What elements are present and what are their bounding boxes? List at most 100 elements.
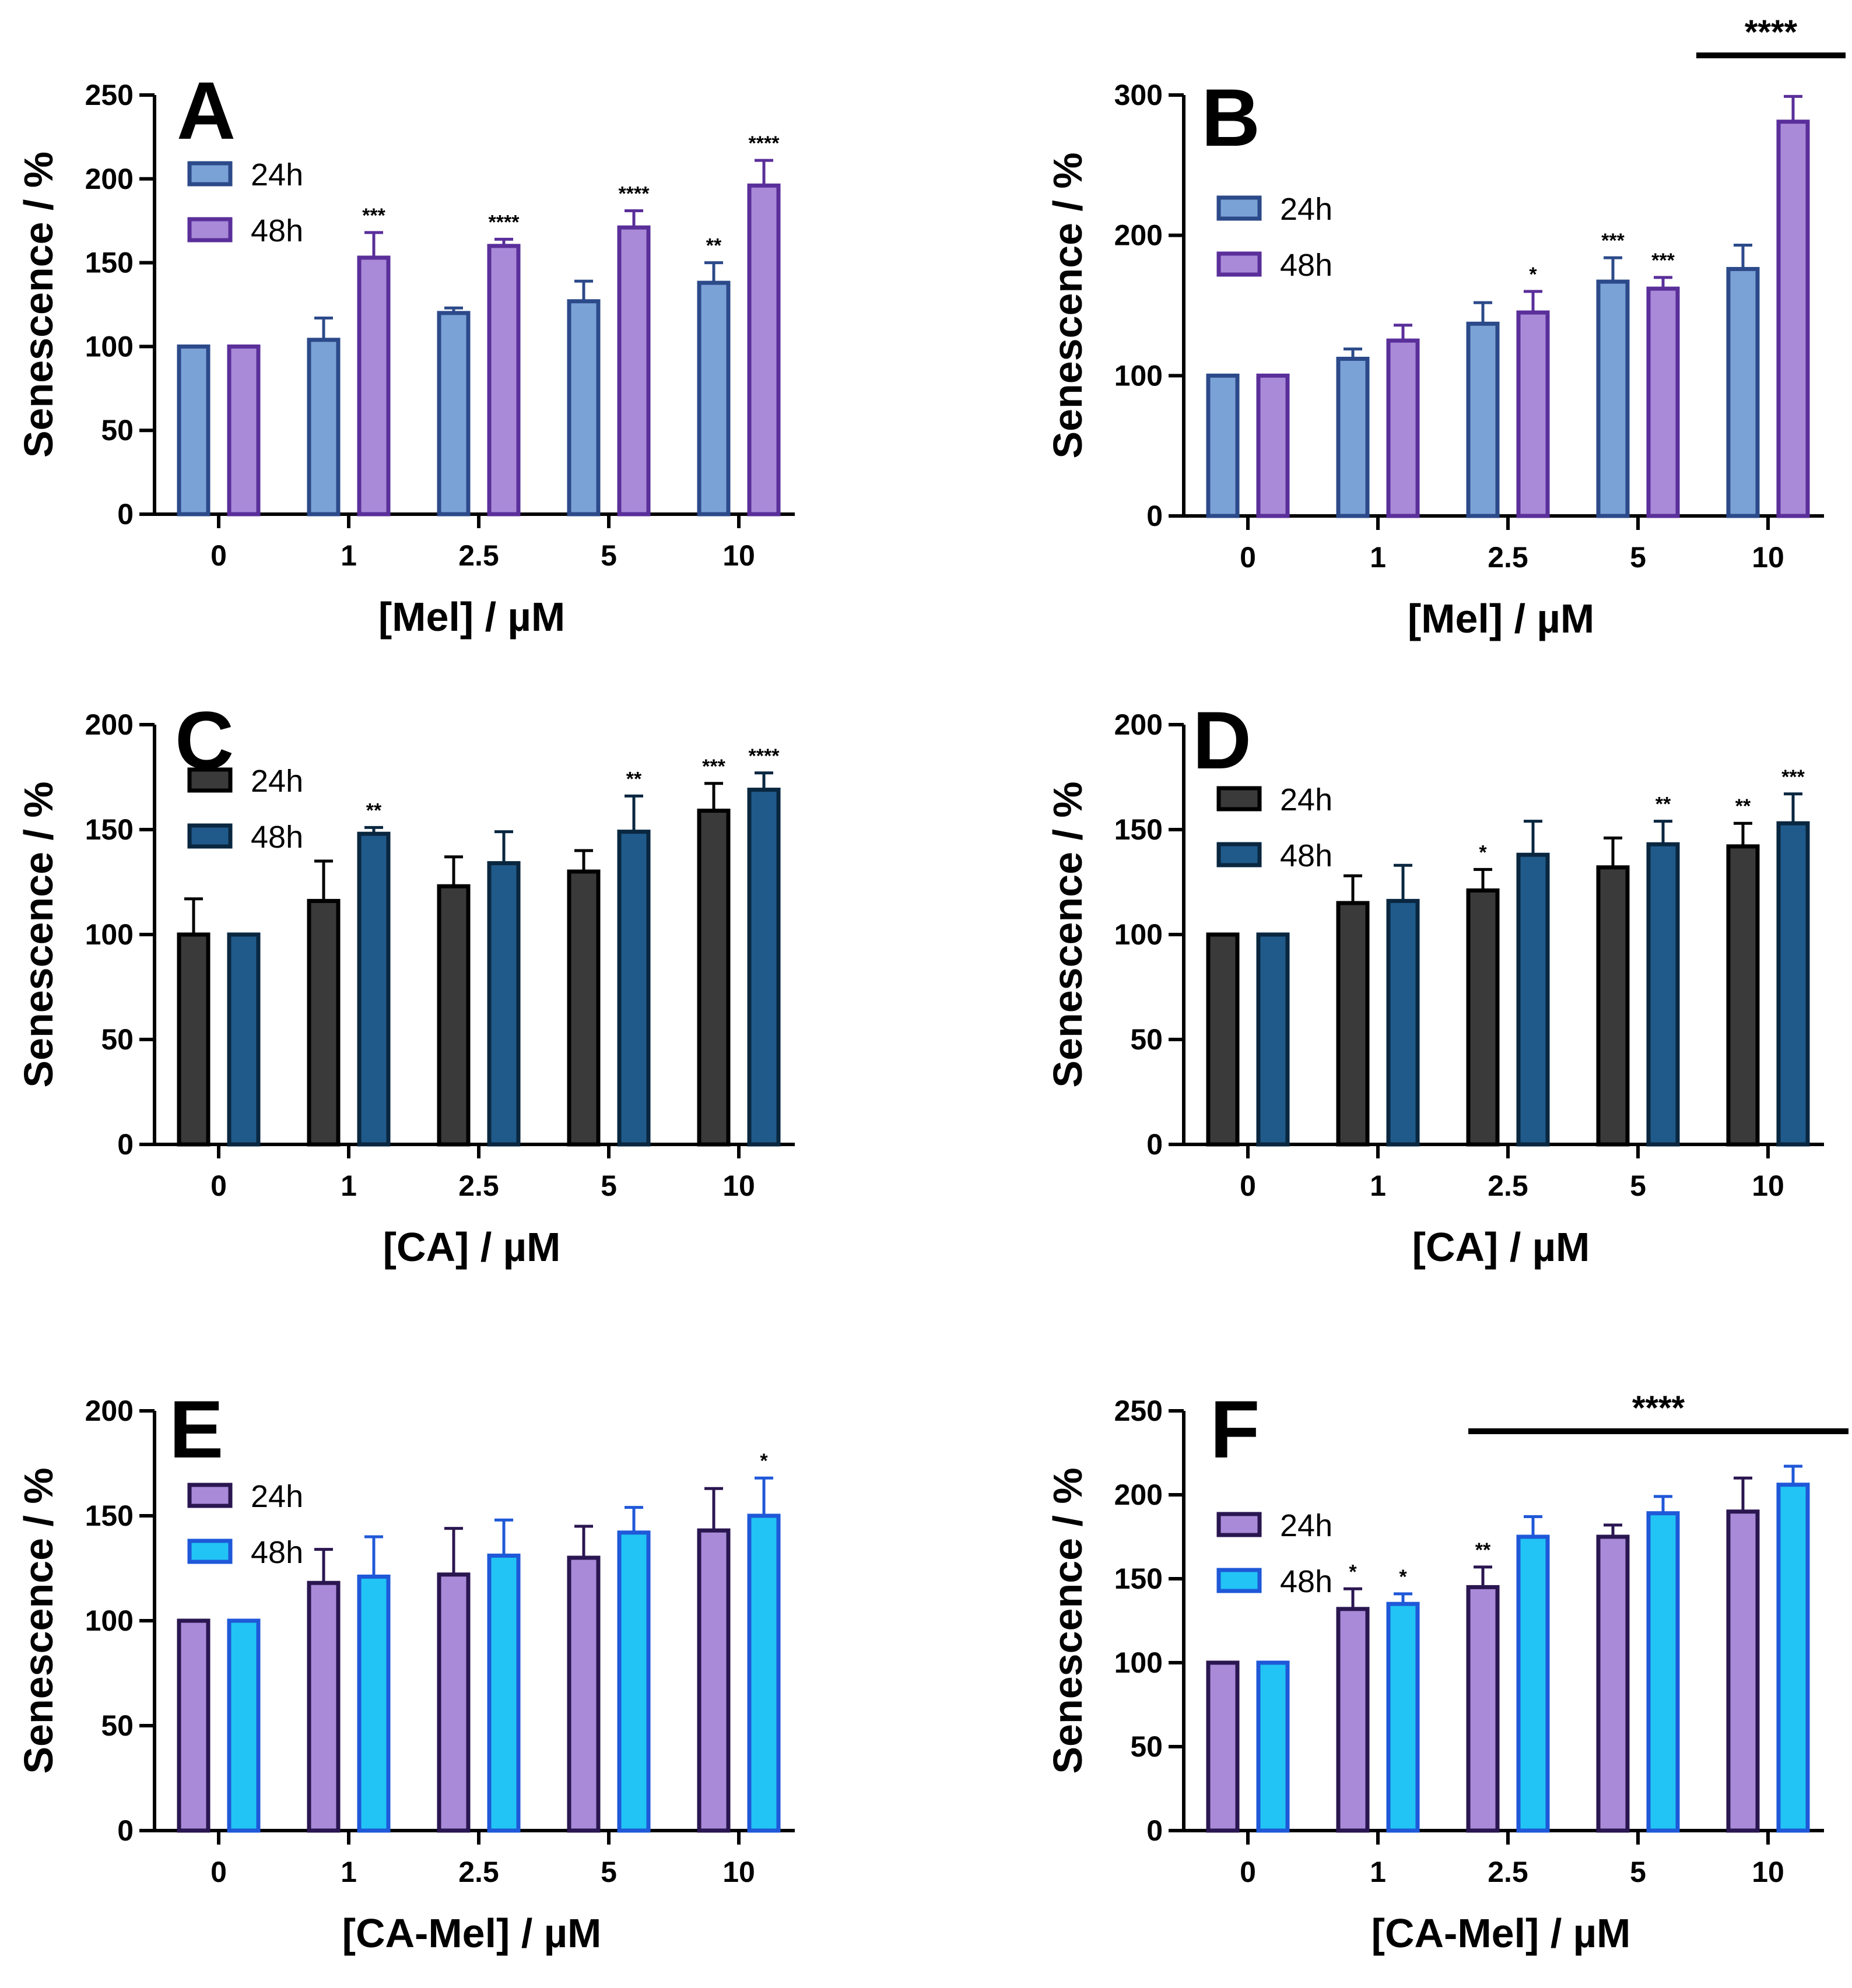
x-tick-label: 2.5 (458, 539, 499, 572)
y-tick-label: 150 (1114, 1562, 1163, 1595)
bar-48h-0 (227, 932, 261, 1147)
y-tick-label: 0 (1146, 1814, 1163, 1847)
x-tick-label: 5 (601, 1856, 617, 1888)
significance-label: * (1349, 1561, 1357, 1583)
bar-24h-1 (307, 338, 341, 517)
bar-24h-2.5 (1466, 321, 1500, 518)
y-tick-label: 50 (1130, 1023, 1163, 1056)
significance-label: *** (362, 205, 385, 227)
significance-label: ** (706, 235, 722, 257)
significance-label: **** (749, 745, 780, 767)
bar-48h-10 (747, 1513, 781, 1833)
legend-swatch-48h (1216, 1568, 1262, 1593)
legend-label: 24h (251, 157, 303, 192)
x-tick-label: 1 (341, 1856, 357, 1888)
significance-label: ** (1475, 1539, 1491, 1561)
bar-24h-2.5 (437, 311, 471, 517)
bar-48h-5 (1646, 842, 1680, 1147)
y-tick-label: 0 (1146, 500, 1163, 532)
x-tick-label: 1 (1370, 541, 1386, 574)
significance-label: **** (489, 211, 520, 233)
significance-label: *** (1781, 766, 1805, 788)
bar-48h-10 (1776, 120, 1810, 518)
y-tick-label: 200 (85, 1395, 134, 1427)
y-tick-label: 150 (85, 813, 134, 846)
legend-swatch-24h (1216, 786, 1262, 812)
bar-24h-5 (567, 299, 601, 517)
legend-swatch-24h (1216, 195, 1262, 221)
x-tick-label: 0 (211, 1856, 227, 1888)
panel-b: B 0 100 200 300 0 1 2.5 5 10 [Mel] / µM Senescence … (1045, 13, 1846, 641)
legend-label: 48h (251, 1535, 303, 1570)
significance-label: ** (366, 799, 382, 821)
bar-48h-5 (617, 830, 651, 1147)
x-tick-label: 1 (1370, 1169, 1386, 1202)
significance-label: * (1479, 841, 1487, 863)
bar-48h-0 (227, 1618, 261, 1833)
y-axis-title: Senescence / % (16, 781, 61, 1087)
significance-label: * (760, 1450, 768, 1472)
y-tick-label: 100 (1114, 1646, 1163, 1679)
bar-24h-0 (177, 344, 211, 517)
panel-letter: D (1192, 694, 1251, 786)
y-tick-label: 100 (1114, 918, 1163, 951)
bar-48h-1 (357, 1574, 391, 1833)
panel-letter: E (169, 1383, 223, 1475)
bar-48h-1 (1386, 338, 1420, 518)
bar-48h-1 (357, 255, 391, 517)
x-axis-title: [CA] / µM (1412, 1224, 1590, 1270)
bar-24h-1 (1336, 356, 1370, 518)
bar-48h-0 (1256, 932, 1290, 1147)
x-tick-label: 1 (341, 539, 357, 572)
bar-48h-10 (747, 183, 781, 517)
y-axis-title: Senescence / % (16, 1467, 61, 1773)
x-tick-label: 0 (211, 1169, 227, 1202)
x-axis-title: [Mel] / µM (1408, 596, 1594, 641)
x-tick-label: 5 (1630, 1169, 1646, 1202)
x-tick-label: 5 (601, 1169, 617, 1202)
bar-48h-10 (747, 788, 781, 1147)
bar-24h-1 (307, 898, 341, 1147)
legend-swatch-48h (1216, 842, 1262, 867)
y-tick-label: 150 (85, 247, 134, 279)
panel-a: A 0 50 100 150 200 250 0 1 2.5 5 10 [Mel] / µM Senesc… (16, 65, 795, 640)
bar-24h-2.5 (1466, 1585, 1500, 1833)
bar-24h-2.5 (437, 884, 471, 1147)
x-tick-label: 1 (341, 1169, 357, 1202)
y-tick-label: 100 (85, 330, 134, 363)
x-tick-label: 2.5 (1488, 541, 1528, 574)
bar-48h-5 (1646, 1511, 1680, 1833)
bar-48h-2.5 (1516, 310, 1550, 518)
legend-swatch-48h (187, 1539, 233, 1564)
bar-24h-0 (1206, 373, 1240, 518)
significance-label: ** (1655, 793, 1671, 816)
bar-48h-2.5 (1516, 1534, 1550, 1833)
legend-label: 24h (1280, 192, 1332, 227)
bar-48h-2.5 (487, 1553, 521, 1833)
bar-48h-2.5 (487, 861, 521, 1147)
y-axis-title: Senescence / % (16, 152, 61, 458)
bar-24h-10 (1726, 844, 1760, 1147)
y-axis-title: Senescence / % (1045, 1467, 1090, 1773)
significance-label: *** (1601, 230, 1625, 252)
x-tick-label: 2.5 (1488, 1169, 1528, 1202)
bracket-significance-label: **** (1632, 1389, 1685, 1427)
legend-label: 48h (1280, 248, 1332, 283)
y-tick-label: 0 (1146, 1128, 1163, 1161)
bar-48h-1 (1386, 898, 1420, 1147)
panel-letter: A (177, 65, 236, 156)
bar-24h-0 (1206, 932, 1240, 1147)
bar-24h-10 (1726, 1509, 1760, 1833)
bar-48h-0 (1256, 373, 1290, 518)
x-tick-label: 10 (722, 1169, 755, 1202)
bar-48h-10 (1776, 1483, 1810, 1833)
bar-48h-5 (1646, 286, 1680, 518)
significance-label: * (1529, 264, 1537, 286)
bar-48h-1 (357, 831, 391, 1147)
x-tick-label: 2.5 (1488, 1856, 1528, 1888)
significance-label: ** (626, 768, 642, 790)
legend-swatch-24h (1216, 1512, 1262, 1537)
x-axis-title: [CA-Mel] / µM (342, 1910, 602, 1956)
significance-label: **** (619, 182, 650, 205)
